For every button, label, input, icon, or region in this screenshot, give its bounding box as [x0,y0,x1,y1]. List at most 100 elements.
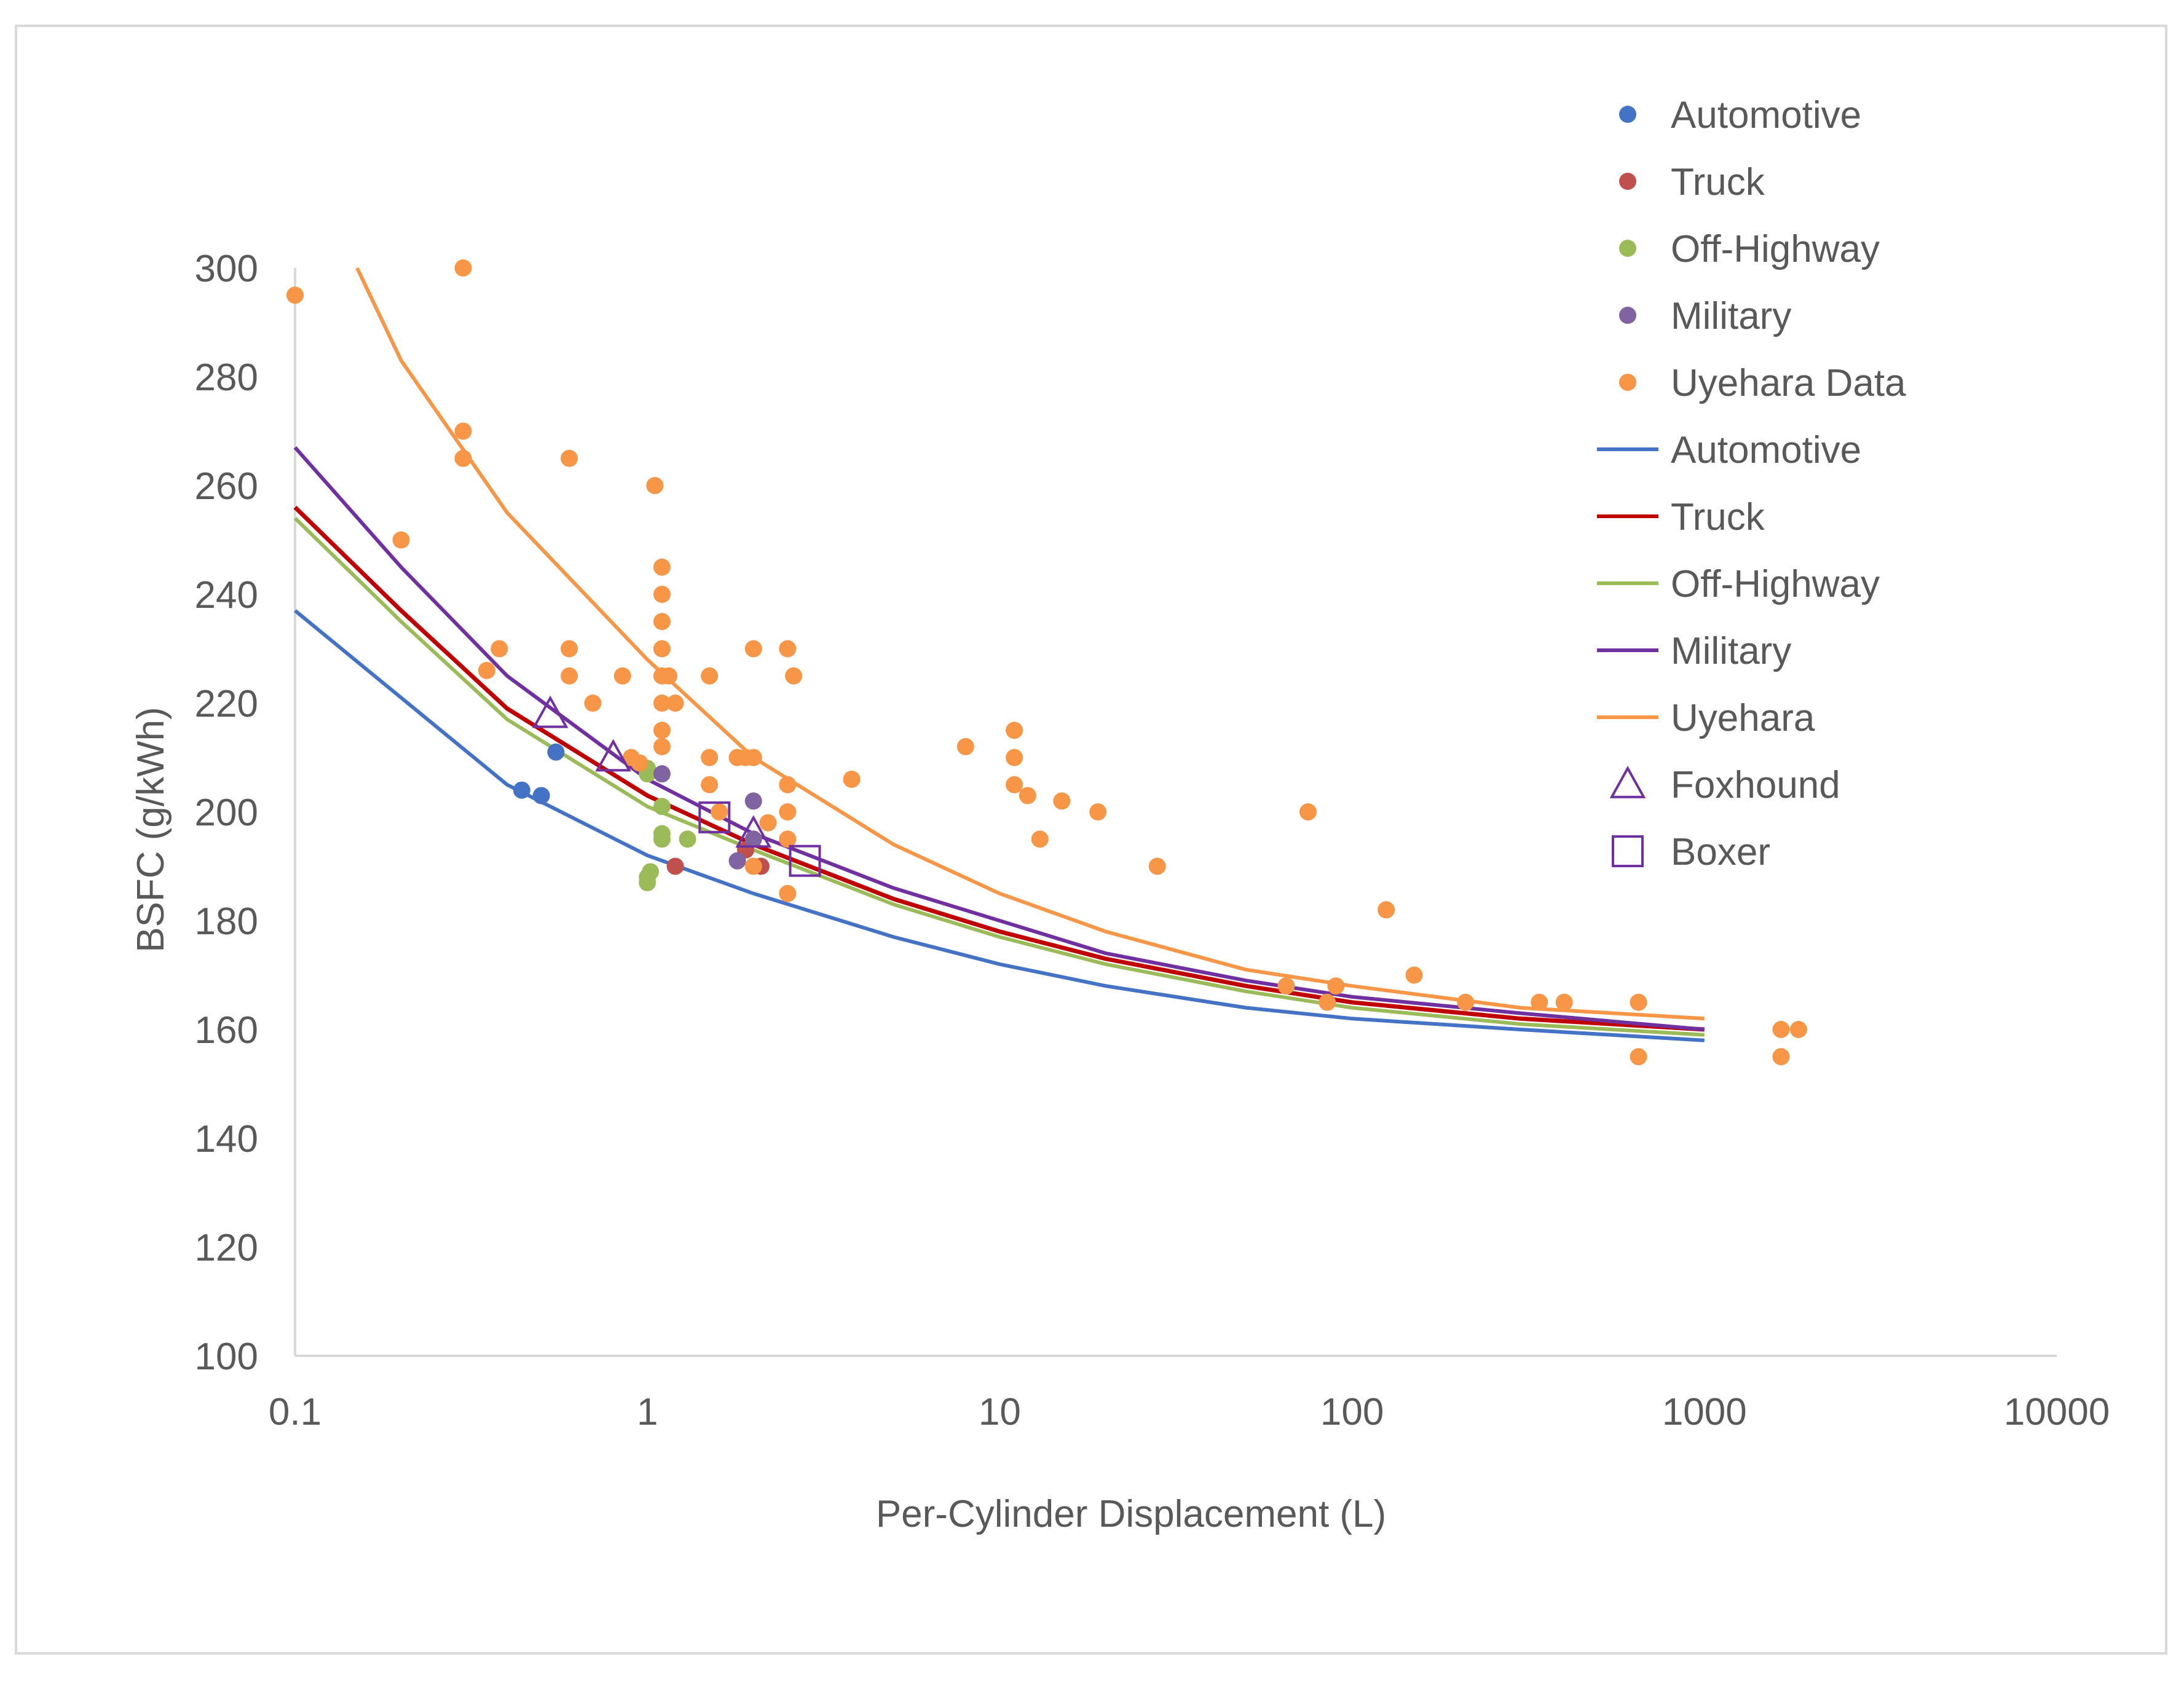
automotive-point [532,787,550,805]
uyehara-data-point [454,449,472,467]
uyehara-data-point [561,449,578,467]
uyehara-data-point [454,422,472,440]
uyehara-data-point [1277,977,1295,995]
y-tick-label: 240 [195,574,258,616]
uyehara-data-point [759,814,777,832]
y-tick-label: 200 [195,792,258,834]
legend-truck-line-label: Truck [1671,496,1765,538]
uyehara-data-point [1089,803,1107,821]
x-tick-label: 1 [637,1391,658,1433]
uyehara-data-point [653,558,671,576]
legend-uyehara-line-label: Uyehara [1671,697,1815,739]
uyehara-data-point [653,738,671,755]
uyehara-data-point [653,586,671,603]
military-point [744,792,762,810]
legend-foxhound-triangle-open-label: Foxhound [1671,764,1840,806]
legend-military-circle-swatch [1619,307,1636,324]
x-tick-label: 0.1 [269,1391,321,1433]
uyehara-data-point [1299,803,1317,821]
uyehara-data-point [646,477,664,494]
uyehara-data-point [1031,830,1049,848]
military-trend-line [293,446,1705,1031]
truck-trend-line [293,505,1705,1032]
uyehara-data-point [584,695,602,712]
uyehara-trend-line [355,267,1705,1021]
uyehara-data-point [1006,776,1023,793]
uyehara-data-point [785,667,803,685]
truck-point [666,857,684,875]
uyehara-data-point [1378,901,1395,919]
uyehara-data-point [666,695,684,712]
legend-military-circle-label: Military [1671,295,1791,337]
uyehara-data-point [779,776,797,793]
uyehara-data-point [653,640,671,658]
x-tick-label: 10 [979,1391,1021,1433]
uyehara-data-point [1457,993,1475,1011]
uyehara-data-point [843,770,861,788]
legend-automotive-line-label: Automotive [1671,429,1861,471]
uyehara-data-point [1789,1021,1807,1038]
uyehara-data-point [631,754,648,772]
legend-truck-circle-label: Truck [1671,161,1765,203]
legend-foxhound-triangle-open-swatch [1609,765,1646,798]
uyehara-data-point [779,884,797,902]
y-tick-label: 180 [195,900,258,943]
military-point [653,765,671,783]
uyehara-data-point [744,640,762,658]
y-tick-label: 260 [195,465,258,508]
military-point [744,830,762,848]
x-axis-label: Per-Cylinder Displacement (L) [876,1493,1386,1535]
y-tick-label: 140 [195,1118,258,1160]
uyehara-data-point [491,640,508,658]
y-tick-label: 120 [195,1227,258,1269]
uyehara-data-point [653,613,671,631]
uyehara-data-point [711,803,728,821]
data-points [286,259,1807,1066]
legend-uyehara-data-circle-swatch [1619,374,1636,391]
foxhound-point [735,815,772,848]
x-tick-label: 100 [1320,1391,1384,1433]
uyehara-data-point [561,667,578,685]
y-tick-label: 160 [195,1009,258,1052]
legend-off-highway-circle-label: Off-Highway [1671,228,1880,270]
y-axis-label: BSFC (g/kWh) [130,707,172,953]
off-highway-point [653,825,671,843]
uyehara-data-point [1531,993,1548,1011]
legend-boxer-square-open-label: Boxer [1671,831,1770,873]
uyehara-data-point [1555,993,1573,1011]
uyehara-data-point [454,259,472,277]
foxhound-point [532,695,569,728]
y-tick-label: 300 [195,248,258,290]
uyehara-data-point [744,749,762,766]
legend-automotive-circle-label: Automotive [1671,94,1861,136]
uyehara-data-point [660,667,677,685]
trend-lines [293,267,1705,1042]
uyehara-data-point [1148,857,1166,875]
uyehara-data-point [701,749,719,766]
uyehara-data-point [1053,792,1071,810]
uyehara-data-point [392,531,410,549]
legend-uyehara-data-circle-label: Uyehara Data [1671,362,1906,404]
bsfc-chart: 100 120 140 160 180 200 220 240 260 280 300 0.1 1 10 1… [130,94,2110,1535]
legend-off-highway-line-label: Off-Highway [1671,563,1880,605]
uyehara-data-point [1630,993,1647,1011]
uyehara-data-point [613,667,631,685]
uyehara-data-point [701,667,719,685]
uyehara-data-point [653,722,671,739]
off-highway-trend-line [293,516,1705,1037]
off-highway-point [679,830,696,848]
uyehara-data-point [478,661,495,679]
uyehara-data-point [1319,993,1336,1011]
uyehara-data-point [286,286,304,304]
x-tick-label: 1000 [1662,1391,1747,1433]
military-point [728,852,746,870]
y-tick-label: 280 [195,356,258,399]
uyehara-data-point [1327,977,1345,995]
chart-frame: 100 120 140 160 180 200 220 240 260 280 300 0.1 1 10 1… [15,25,2167,1655]
automotive-point [513,781,530,799]
uyehara-data-point [1006,749,1023,766]
uyehara-data-point [701,776,719,793]
off-highway-point [653,798,671,816]
automotive-trend-line [294,609,1705,1042]
uyehara-data-point [1630,1048,1647,1066]
